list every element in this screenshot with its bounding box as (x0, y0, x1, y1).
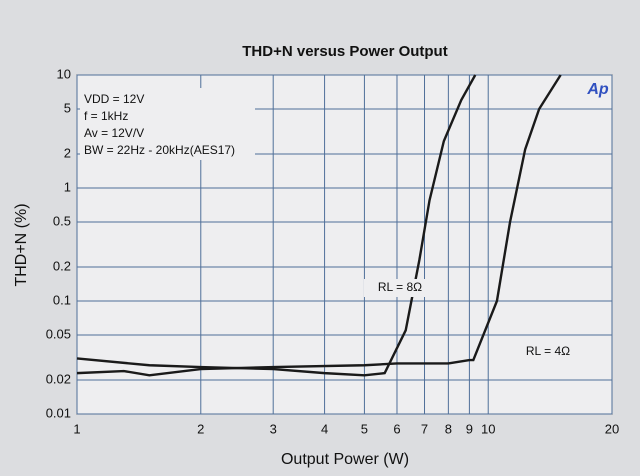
y-tick-label: 0.1 (53, 292, 71, 307)
y-axis-label: THD+N (%) (13, 203, 30, 286)
x-tick-label: 8 (445, 421, 452, 436)
y-tick-label: 0.02 (46, 371, 71, 386)
series-label: RL = 8Ω (378, 280, 422, 294)
y-tick-label: 0.01 (46, 405, 71, 420)
annotation-box (80, 88, 255, 160)
annotation: Av = 12V/V (84, 126, 144, 140)
x-tick-label: 2 (197, 421, 204, 436)
x-tick-label: 6 (393, 421, 400, 436)
line-series (76, 74, 562, 377)
y-tick-label: 2 (64, 145, 71, 160)
x-tick-label: 10 (481, 421, 495, 436)
x-tick-label: 1 (73, 421, 80, 436)
x-tick-label: 7 (421, 421, 428, 436)
series-label-bg (364, 279, 436, 297)
y-tick-label: 0.2 (53, 258, 71, 273)
y-tick-label: 1 (64, 179, 71, 194)
series-label: RL = 4Ω (526, 344, 570, 358)
x-tick-label: 4 (321, 421, 328, 436)
y-tick-label: 10 (57, 66, 71, 81)
y-tick-label: 0.5 (53, 213, 71, 228)
chart-title: THD+N versus Power Output (242, 43, 447, 60)
y-tick-label: 0.05 (46, 326, 71, 341)
annotation: BW = 22Hz - 20kHz(AES17) (84, 143, 235, 157)
annotation: f = 1kHz (84, 109, 128, 123)
x-tick-label: 5 (361, 421, 368, 436)
series-label-bg (512, 343, 584, 361)
x-tick-label: 3 (270, 421, 277, 436)
x-tick-label: 20 (605, 421, 619, 436)
y-tick-label: 5 (64, 100, 71, 115)
annotation: VDD = 12V (84, 92, 144, 106)
line-series (76, 74, 477, 377)
x-axis-label: Output Power (W) (281, 451, 409, 468)
x-tick-label: 9 (466, 421, 473, 436)
logo: Ap (586, 81, 609, 98)
